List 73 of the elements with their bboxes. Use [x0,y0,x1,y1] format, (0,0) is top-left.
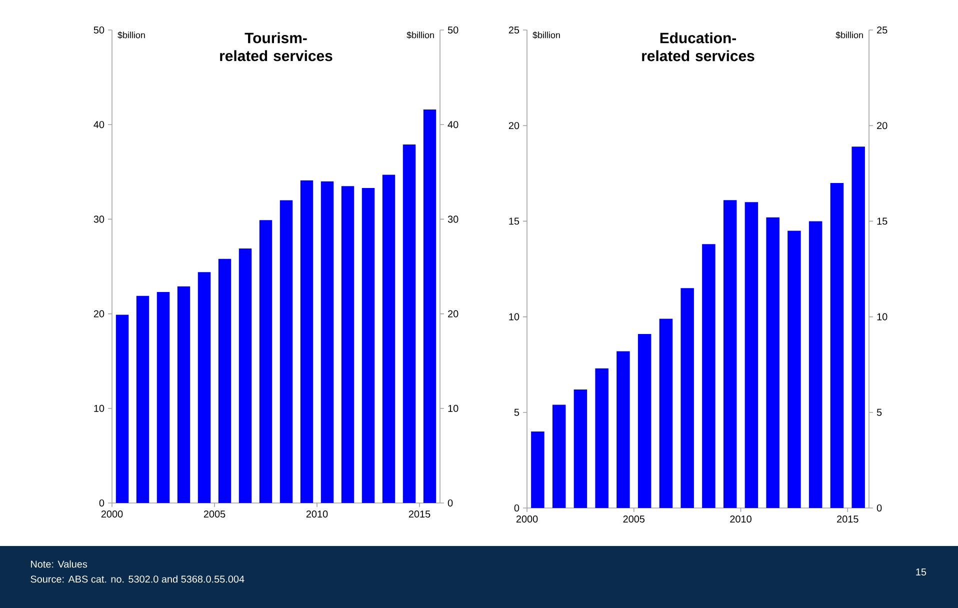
x-tick-label: 2015 [837,516,858,523]
y-tick-label: 20 [94,310,104,318]
bar [156,292,170,503]
y-tick-label: 10 [509,313,520,320]
x-tick-label: 2005 [204,510,226,518]
y-tick-label: 25 [508,26,520,34]
bar [116,314,129,503]
bar [238,248,252,503]
y2-tick-label: 20 [448,310,458,318]
text: Note: Values [31,560,88,568]
x-tick-label: 2000 [516,516,538,523]
y-tick-label: 50 [94,26,104,34]
y2-tick-label: 10 [448,404,458,412]
bar [300,180,314,503]
bar [382,174,396,503]
y-tick-label: 30 [94,216,104,223]
bar [808,221,822,508]
y-tick-label: 5 [514,408,520,416]
bar [830,182,844,508]
y-axis-title: $billion [118,32,145,39]
bar [177,286,190,503]
y-tick-label: 20 [508,122,520,130]
y2-tick-label: 40 [448,121,458,128]
bar [616,351,630,508]
y2-tick-label: 10 [877,313,888,320]
x-tick-label: 2010 [730,516,752,523]
x-tick-label: 2005 [623,516,645,523]
y-tick-label: 10 [94,404,104,412]
x-tick-label: 2010 [306,510,328,518]
bar [320,181,334,503]
bar [136,296,150,503]
bar [423,109,436,503]
y2-tick-label: 30 [448,216,458,223]
bar [259,220,272,503]
y-tick-label: 0 [514,504,520,512]
bar [766,217,780,508]
y2-axis-title: $billion [836,32,863,39]
source-note: Source: ABS cat. no. 5302.0 and 5368.0.55.004 [30,575,244,583]
bar [341,186,354,503]
y2-tick-label: 0 [876,504,882,512]
bar [280,200,293,503]
bar [788,230,801,508]
text: Education-related services [642,32,754,62]
bar [595,368,608,508]
x-tick-label: 2015 [408,510,430,518]
y2-tick-label: 50 [448,26,458,34]
bar [852,146,865,508]
y2-tick-label: 15 [877,218,888,225]
bar [680,288,694,508]
bar [574,389,588,508]
y2-tick-label: 5 [876,408,882,416]
bar [362,188,375,503]
y2-tick-label: 20 [877,122,888,130]
y2-tick-label: 0 [448,499,453,507]
bar [402,144,416,503]
bar [659,318,673,508]
bar [638,334,652,508]
bar [744,202,758,508]
bar [723,200,737,508]
x-tick-label: 2000 [101,510,123,518]
bar [702,244,716,508]
y-axis-title: $billion [532,32,560,39]
bar [198,272,211,503]
y-tick-label: 40 [94,121,104,128]
y2-axis-title: $billion [406,32,434,39]
text: Tourism-related services [220,32,332,62]
bar [552,404,566,508]
bar [218,258,232,503]
y-tick-label: 0 [99,499,104,507]
y-tick-label: 15 [509,218,520,225]
bar [531,432,544,508]
text: 15 [916,568,926,576]
y2-tick-label: 25 [877,26,888,34]
